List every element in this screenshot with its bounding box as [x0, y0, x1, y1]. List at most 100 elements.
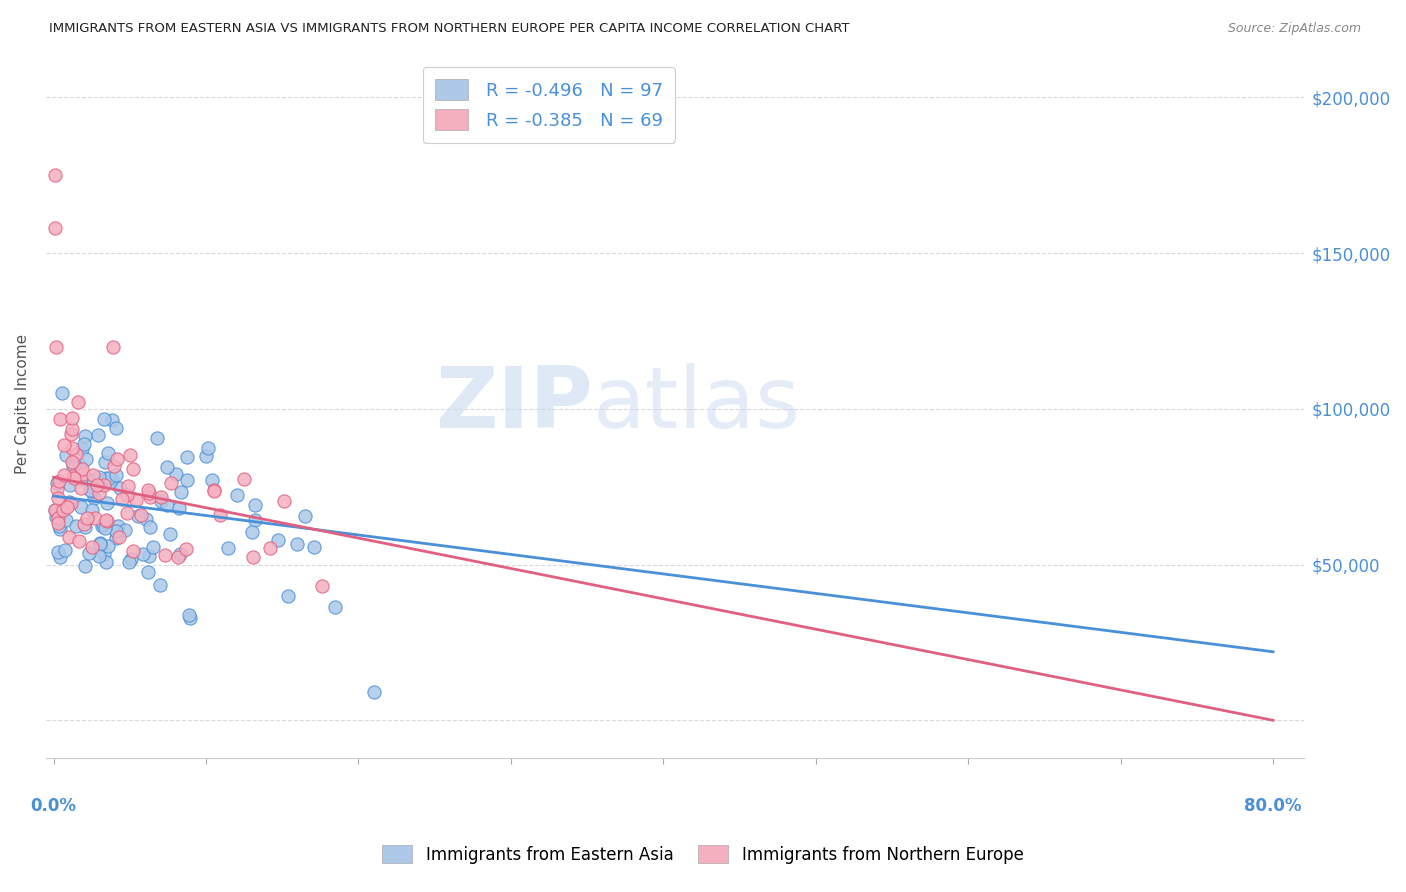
Point [94, 471, 117, 485]
Point [277, 589, 299, 603]
Point [104, 420, 127, 434]
Point [110, 481, 132, 495]
Point [46, 475, 69, 490]
Point [197, 442, 219, 456]
Point [83, 491, 105, 506]
Point [73, 429, 96, 443]
Point [62, 461, 84, 475]
Point [93, 547, 115, 561]
Legend: Immigrants from Eastern Asia, Immigrants from Northern Europe: Immigrants from Eastern Asia, Immigrants… [375, 838, 1031, 871]
Point [52, 502, 75, 516]
Point [138, 549, 160, 564]
Point [76, 451, 98, 466]
Point [363, 685, 385, 699]
Point [159, 527, 181, 541]
Point [73, 517, 96, 532]
Point [138, 483, 160, 498]
Point [104, 531, 127, 545]
Point [294, 509, 316, 524]
Point [94, 521, 117, 535]
Point [46, 545, 69, 559]
Point [70, 442, 93, 457]
Point [304, 540, 326, 554]
Point [60, 422, 83, 436]
Point [89, 486, 111, 500]
Point [104, 524, 127, 538]
Text: ZIP: ZIP [436, 363, 593, 446]
Text: Source: ZipAtlas.com: Source: ZipAtlas.com [1227, 22, 1361, 36]
Point [150, 494, 173, 508]
Point [55, 448, 77, 462]
Point [59, 496, 82, 510]
Point [98, 475, 121, 490]
Point [44, 168, 66, 182]
Point [135, 512, 157, 526]
Point [117, 479, 139, 493]
Point [139, 520, 162, 534]
Point [96, 496, 118, 510]
Point [73, 558, 96, 573]
Point [79, 483, 101, 498]
Point [225, 488, 247, 502]
Point [122, 544, 145, 558]
Point [91, 519, 114, 533]
Point [138, 486, 160, 500]
Point [56, 500, 79, 514]
Point [153, 548, 176, 562]
Point [169, 547, 191, 561]
Point [62, 458, 84, 473]
Point [156, 460, 179, 475]
Point [48, 519, 70, 533]
Point [311, 579, 333, 593]
Point [87, 428, 110, 442]
Point [86, 477, 108, 491]
Point [89, 537, 111, 551]
Point [240, 524, 263, 539]
Point [82, 473, 104, 487]
Point [136, 565, 159, 579]
Point [87, 470, 110, 484]
Point [52, 467, 75, 482]
Point [69, 458, 91, 472]
Point [127, 508, 149, 523]
Point [100, 472, 122, 486]
Point [107, 519, 129, 533]
Point [80, 484, 103, 499]
Point [72, 436, 94, 450]
Point [97, 539, 120, 553]
Point [59, 427, 82, 442]
Point [118, 448, 141, 462]
Point [139, 490, 162, 504]
Point [111, 491, 134, 506]
Point [55, 513, 77, 527]
Point [49, 550, 72, 565]
Point [202, 483, 225, 497]
Point [45, 502, 67, 516]
Point [93, 412, 115, 426]
Point [131, 508, 153, 522]
Legend: R = -0.496   N = 97, R = -0.385   N = 69: R = -0.496 N = 97, R = -0.385 N = 69 [423, 67, 675, 143]
Point [132, 547, 155, 561]
Point [67, 533, 90, 548]
Point [93, 516, 115, 531]
Point [69, 500, 91, 515]
Point [124, 492, 146, 507]
Point [101, 340, 124, 354]
Text: 80.0%: 80.0% [1244, 797, 1302, 814]
Point [45, 509, 67, 524]
Point [201, 474, 224, 488]
Point [176, 450, 198, 464]
Point [108, 530, 131, 544]
Point [146, 431, 169, 445]
Point [105, 451, 128, 466]
Point [60, 455, 83, 469]
Point [62, 468, 84, 483]
Point [58, 530, 80, 544]
Point [285, 536, 308, 550]
Point [82, 503, 104, 517]
Point [48, 516, 70, 530]
Point [202, 484, 225, 499]
Point [101, 413, 124, 427]
Point [165, 467, 187, 481]
Point [122, 462, 145, 476]
